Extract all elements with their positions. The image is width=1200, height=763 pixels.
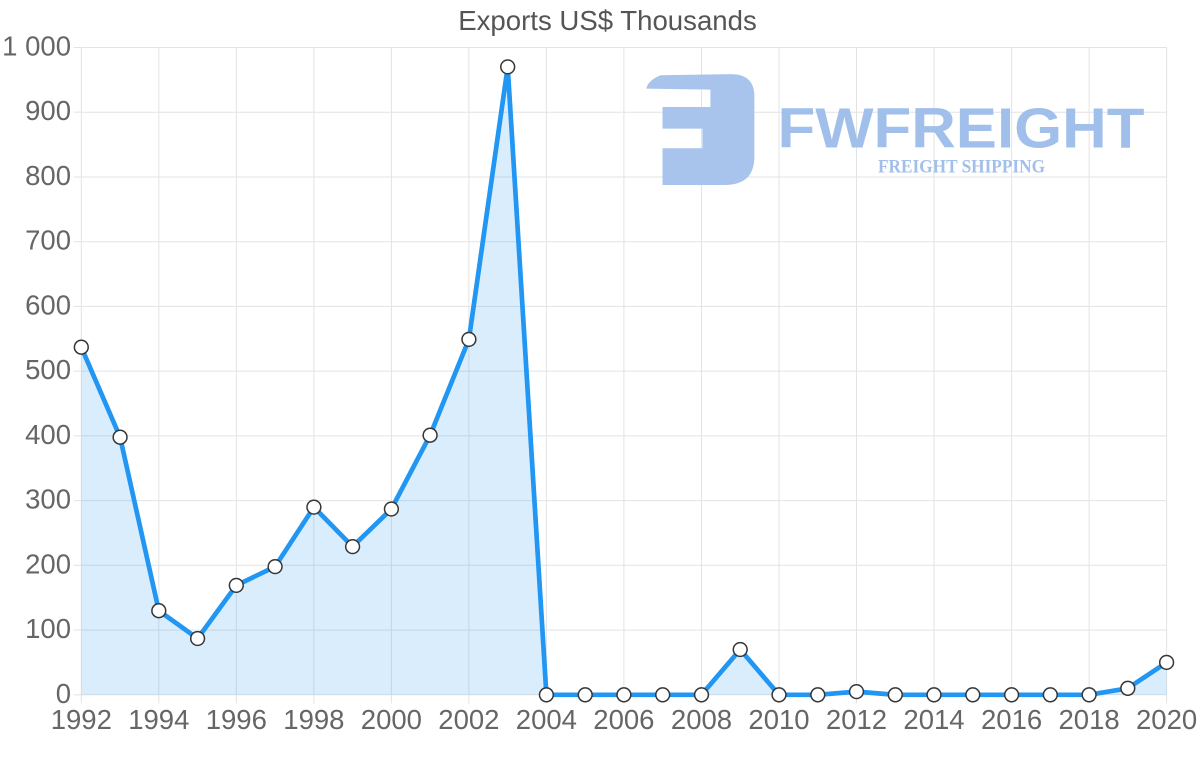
svg-text:2012: 2012 <box>826 704 887 735</box>
svg-text:Exports US$ Thousands: Exports US$ Thousands <box>458 5 757 36</box>
svg-text:600: 600 <box>25 289 71 320</box>
svg-text:300: 300 <box>25 484 71 515</box>
svg-text:1 000: 1 000 <box>2 31 71 62</box>
svg-text:500: 500 <box>25 354 71 385</box>
svg-text:200: 200 <box>25 548 71 579</box>
svg-text:100: 100 <box>25 613 71 644</box>
svg-text:1994: 1994 <box>128 704 189 735</box>
svg-text:800: 800 <box>25 160 71 191</box>
svg-text:1996: 1996 <box>206 704 267 735</box>
svg-text:1992: 1992 <box>51 704 112 735</box>
svg-text:0: 0 <box>56 678 71 709</box>
svg-text:2008: 2008 <box>671 704 732 735</box>
svg-text:2010: 2010 <box>748 704 809 735</box>
svg-text:2000: 2000 <box>361 704 422 735</box>
svg-text:2006: 2006 <box>593 704 654 735</box>
svg-text:FREIGHT SHIPPING: FREIGHT SHIPPING <box>878 157 1045 178</box>
svg-text:2002: 2002 <box>438 704 499 735</box>
svg-text:900: 900 <box>25 95 71 126</box>
svg-text:FWFREIGHT: FWFREIGHT <box>778 97 1145 161</box>
svg-text:400: 400 <box>25 419 71 450</box>
svg-text:2004: 2004 <box>516 704 577 735</box>
svg-text:700: 700 <box>25 225 71 256</box>
svg-text:2018: 2018 <box>1059 704 1120 735</box>
svg-text:2020: 2020 <box>1136 704 1197 735</box>
svg-text:2014: 2014 <box>903 704 964 735</box>
svg-text:2016: 2016 <box>981 704 1042 735</box>
svg-text:1998: 1998 <box>283 704 344 735</box>
